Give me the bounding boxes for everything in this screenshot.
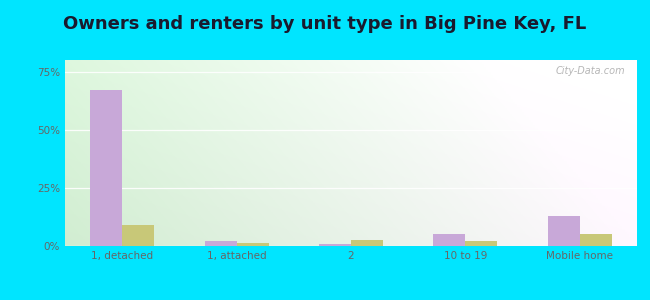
Text: Owners and renters by unit type in Big Pine Key, FL: Owners and renters by unit type in Big P… <box>64 15 586 33</box>
Text: City-Data.com: City-Data.com <box>556 66 625 76</box>
Bar <box>237 242 268 246</box>
Bar <box>465 241 497 246</box>
Bar <box>122 225 154 246</box>
Bar <box>351 240 383 246</box>
Bar <box>319 244 351 246</box>
Bar <box>205 241 237 246</box>
Bar <box>434 234 465 246</box>
Bar <box>90 90 122 246</box>
Bar <box>580 234 612 246</box>
Bar <box>548 216 580 246</box>
